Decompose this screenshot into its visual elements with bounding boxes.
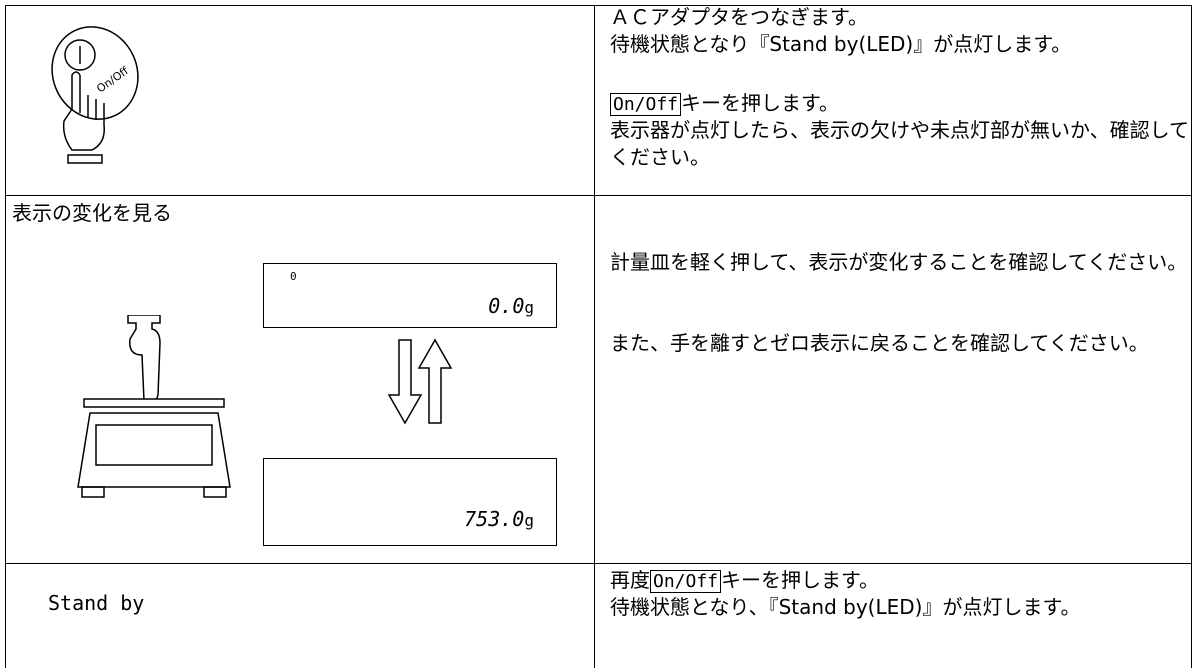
text: 待機状態となり、『Stand by(LED)』が点灯します。 — [610, 595, 1081, 619]
display: 0 0.0g — [263, 263, 557, 328]
text: 再度 — [610, 568, 650, 592]
text: キーを押します。 — [681, 91, 840, 115]
arrows — [387, 338, 453, 425]
text: 計量皿を軽く押して、表示が変化することを確認してください。 — [610, 250, 1188, 274]
text: 待機状態となり『Stand by(LED)』が点灯します。 — [610, 32, 1072, 56]
table-border — [5, 5, 1192, 6]
scale-illustration — [77, 315, 231, 498]
column-divider — [594, 5, 595, 668]
row-divider — [5, 195, 1192, 196]
text: 再度 On/Off キーを押します。 — [610, 567, 879, 595]
section-title: 表示の変化を見る — [12, 201, 172, 225]
unit: g — [524, 298, 534, 317]
value: 753.0 — [464, 507, 525, 531]
key-label: On/Off — [610, 93, 682, 116]
text: On/Off キーを押します。 — [610, 90, 839, 118]
status-label: Stand by — [48, 591, 145, 615]
text: キーを押します。 — [721, 568, 880, 592]
key-label: On/Off — [650, 570, 722, 593]
display: 753.0g — [263, 458, 557, 546]
text: ＡＣアダプタをつなぎます。 — [610, 5, 868, 29]
value: 0.0 — [488, 294, 525, 318]
icon-label: On/Off — [94, 64, 131, 95]
power-key-illustration: On/Off — [51, 26, 139, 164]
unit: g — [524, 511, 534, 530]
table-border — [5, 5, 6, 668]
text: また、手を離すとゼロ表示に戻ることを確認してください。 — [610, 331, 1149, 355]
table-border — [1191, 5, 1192, 668]
display-value: 0.0g — [488, 294, 534, 318]
indicator: 0 — [290, 270, 297, 283]
text: 表示器が点灯したら、表示の欠けや未点灯部が無いか、確認してください。 — [610, 118, 1189, 169]
display-value: 753.0g — [464, 507, 534, 531]
row-divider — [5, 563, 1192, 564]
